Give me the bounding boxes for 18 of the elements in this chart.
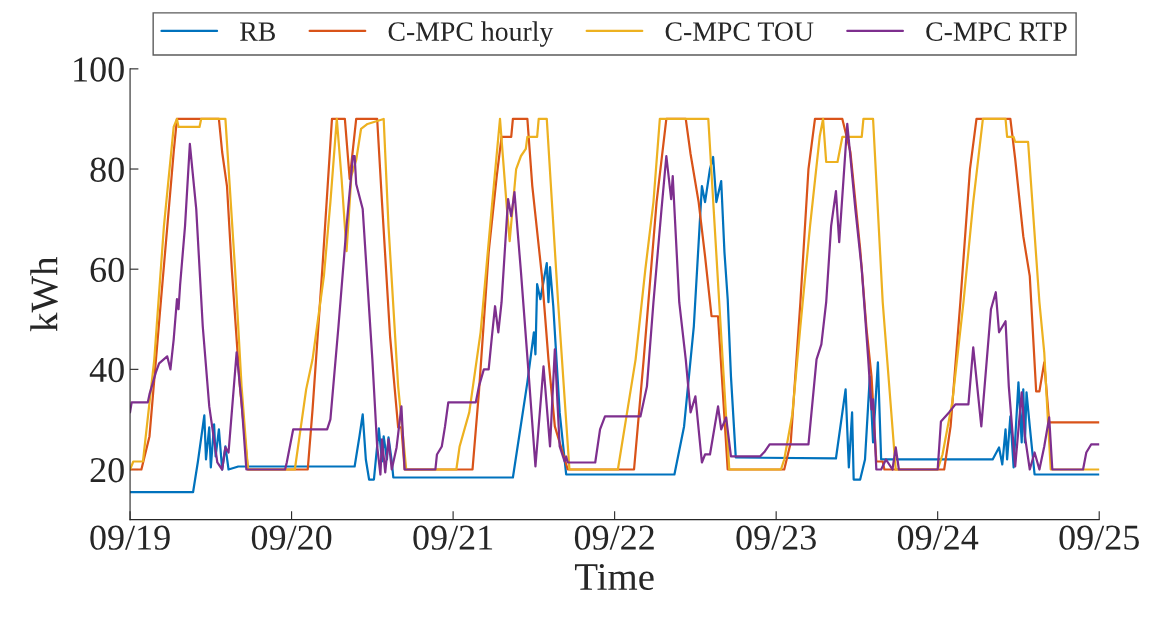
y-tick-label: 80 xyxy=(90,157,124,182)
y-tick-label: 100 xyxy=(74,57,124,82)
x-tick-label: 09/21 xyxy=(413,525,493,550)
y-tick-label: 60 xyxy=(90,257,124,283)
legend-label: C-MPC TOU xyxy=(665,22,814,41)
legend-label: C-MPC RTP xyxy=(926,22,1067,41)
x-tick-label: 09/23 xyxy=(736,525,816,550)
y-tick-label: 40 xyxy=(89,357,124,383)
x-tick-label: 09/24 xyxy=(897,525,979,550)
legend-label: C-MPC hourly xyxy=(388,21,554,47)
x-tick-label: 09/19 xyxy=(90,525,170,550)
legend-label: RB xyxy=(240,22,275,41)
x-axis-title: Time xyxy=(574,563,654,591)
x-tick-label: 09/20 xyxy=(251,525,332,550)
y-tick-label: 20 xyxy=(90,458,124,483)
x-tick-label: 09/22 xyxy=(574,525,654,550)
y-axis-title: kWh xyxy=(30,256,58,332)
x-tick-label: 09/25 xyxy=(1059,525,1139,550)
